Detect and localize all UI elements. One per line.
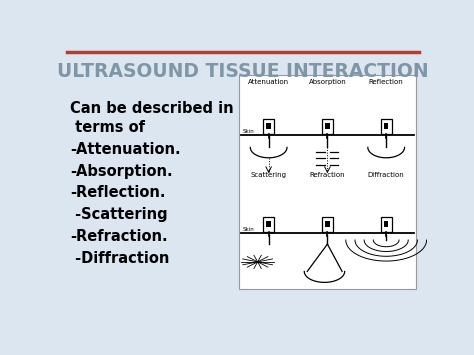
Text: Reflection: Reflection <box>369 79 403 85</box>
Bar <box>266 221 271 227</box>
Text: terms of: terms of <box>70 120 145 135</box>
Text: -Diffraction: -Diffraction <box>70 251 170 266</box>
Text: Scattering: Scattering <box>251 172 287 178</box>
Text: -Scattering: -Scattering <box>70 207 168 222</box>
Text: Skin: Skin <box>242 227 254 232</box>
Bar <box>381 119 392 134</box>
Text: Diffraction: Diffraction <box>368 172 405 178</box>
Text: -Refraction.: -Refraction. <box>70 229 168 244</box>
Text: -Absorption.: -Absorption. <box>70 164 173 179</box>
Bar <box>384 123 388 129</box>
Text: Skin: Skin <box>242 129 254 134</box>
Bar <box>266 123 271 129</box>
Text: Attenuation: Attenuation <box>248 79 289 85</box>
Text: ULTRASOUND TISSUE INTERACTION: ULTRASOUND TISSUE INTERACTION <box>57 62 429 81</box>
Text: Absorption: Absorption <box>309 79 346 85</box>
Bar <box>325 123 329 129</box>
Bar <box>325 221 329 227</box>
Text: Refraction: Refraction <box>310 172 345 178</box>
Bar <box>381 217 392 232</box>
Bar <box>263 217 274 232</box>
Bar <box>239 75 416 289</box>
Text: -Reflection.: -Reflection. <box>70 185 166 201</box>
Text: -Attenuation.: -Attenuation. <box>70 142 181 157</box>
Bar <box>384 221 388 227</box>
Bar <box>263 119 274 134</box>
Bar <box>322 217 333 232</box>
Text: Can be described in: Can be described in <box>70 101 234 116</box>
Bar <box>322 119 333 134</box>
